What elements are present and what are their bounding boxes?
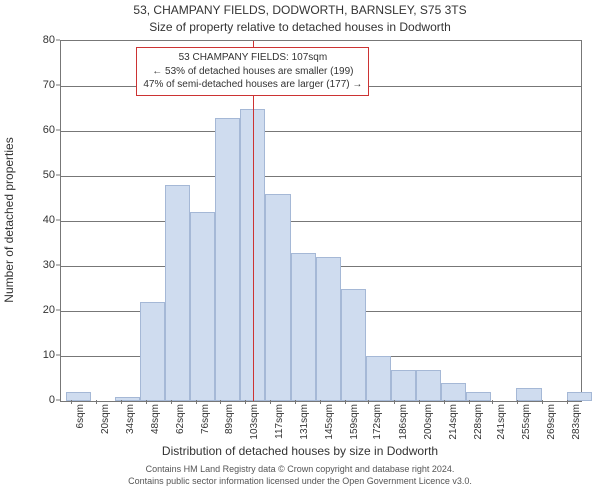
xtick-label: 283sqm	[571, 404, 582, 440]
xtick-mark	[567, 400, 568, 404]
xtick-label: 89sqm	[224, 404, 235, 434]
ytick-mark	[56, 130, 60, 131]
ytick-mark	[56, 40, 60, 41]
xtick-mark	[71, 400, 72, 404]
xtick-label: 228sqm	[473, 404, 484, 440]
chart-title-main: 53, CHAMPANY FIELDS, DODWORTH, BARNSLEY,…	[0, 3, 600, 17]
histogram-bar	[316, 257, 341, 401]
xtick-mark	[220, 400, 221, 404]
xtick-mark	[96, 400, 97, 404]
histogram-bar	[190, 212, 215, 401]
footer-line1: Contains HM Land Registry data © Crown c…	[0, 464, 600, 476]
xtick-mark	[245, 400, 246, 404]
xtick-label: 6sqm	[75, 404, 86, 428]
annotation-line2: ← 53% of detached houses are smaller (19…	[143, 65, 362, 79]
ytick-label: 0	[35, 394, 55, 406]
histogram-bar	[567, 392, 592, 401]
ytick-mark	[56, 85, 60, 86]
footer-attribution: Contains HM Land Registry data © Crown c…	[0, 464, 600, 487]
histogram-bar	[391, 370, 416, 402]
xtick-label: 76sqm	[200, 404, 211, 434]
xtick-label: 255sqm	[521, 404, 532, 440]
ytick-mark	[56, 310, 60, 311]
histogram-bar	[140, 302, 165, 401]
xtick-label: 186sqm	[398, 404, 409, 440]
ytick-mark	[56, 265, 60, 266]
xtick-label: 241sqm	[496, 404, 507, 440]
xtick-mark	[368, 400, 369, 404]
xtick-mark	[517, 400, 518, 404]
xtick-label: 34sqm	[125, 404, 136, 434]
footer-line2: Contains public sector information licen…	[0, 476, 600, 488]
ytick-label: 20	[35, 304, 55, 316]
ytick-mark	[56, 220, 60, 221]
xtick-label: 269sqm	[546, 404, 557, 440]
xtick-mark	[469, 400, 470, 404]
xtick-mark	[419, 400, 420, 404]
xtick-label: 172sqm	[372, 404, 383, 440]
x-axis-label: Distribution of detached houses by size …	[0, 444, 600, 458]
annotation-line3: 47% of semi-detached houses are larger (…	[143, 78, 362, 92]
histogram-bar	[466, 392, 491, 401]
xtick-mark	[444, 400, 445, 404]
histogram-bar	[291, 253, 316, 402]
ytick-label: 70	[35, 79, 55, 91]
ytick-label: 80	[35, 34, 55, 46]
annotation-line1: 53 CHAMPANY FIELDS: 107sqm	[143, 51, 362, 65]
xtick-label: 214sqm	[448, 404, 459, 440]
xtick-label: 103sqm	[249, 404, 260, 440]
gridline-h	[61, 131, 581, 132]
histogram-bar	[441, 383, 466, 401]
histogram-bar	[516, 388, 541, 402]
ytick-label: 60	[35, 124, 55, 136]
xtick-mark	[394, 400, 395, 404]
xtick-mark	[542, 400, 543, 404]
ytick-label: 50	[35, 169, 55, 181]
histogram-bar	[165, 185, 190, 401]
gridline-h	[61, 221, 581, 222]
xtick-mark	[320, 400, 321, 404]
xtick-mark	[270, 400, 271, 404]
xtick-mark	[492, 400, 493, 404]
xtick-label: 48sqm	[150, 404, 161, 434]
xtick-label: 200sqm	[423, 404, 434, 440]
ytick-mark	[56, 400, 60, 401]
y-axis-label: Number of detached properties	[2, 137, 16, 302]
ytick-label: 40	[35, 214, 55, 226]
xtick-label: 145sqm	[324, 404, 335, 440]
histogram-bar	[265, 194, 290, 401]
histogram-bar	[366, 356, 391, 401]
histogram-bar	[215, 118, 240, 402]
chart-title-sub: Size of property relative to detached ho…	[0, 20, 600, 34]
ytick-label: 30	[35, 259, 55, 271]
xtick-label: 62sqm	[175, 404, 186, 434]
annotation-box: 53 CHAMPANY FIELDS: 107sqm ← 53% of deta…	[136, 47, 369, 96]
xtick-mark	[345, 400, 346, 404]
xtick-label: 20sqm	[100, 404, 111, 434]
xtick-label: 131sqm	[299, 404, 310, 440]
ytick-mark	[56, 175, 60, 176]
histogram-bar	[341, 289, 366, 402]
xtick-mark	[146, 400, 147, 404]
plot-area: 53 CHAMPANY FIELDS: 107sqm ← 53% of deta…	[60, 40, 582, 402]
histogram-bar	[416, 370, 441, 402]
xtick-mark	[196, 400, 197, 404]
xtick-mark	[295, 400, 296, 404]
xtick-label: 117sqm	[274, 404, 285, 439]
xtick-mark	[171, 400, 172, 404]
histogram-bar	[115, 397, 140, 402]
ytick-mark	[56, 355, 60, 356]
xtick-mark	[121, 400, 122, 404]
ytick-label: 10	[35, 349, 55, 361]
xtick-label: 159sqm	[349, 404, 360, 440]
gridline-h	[61, 176, 581, 177]
